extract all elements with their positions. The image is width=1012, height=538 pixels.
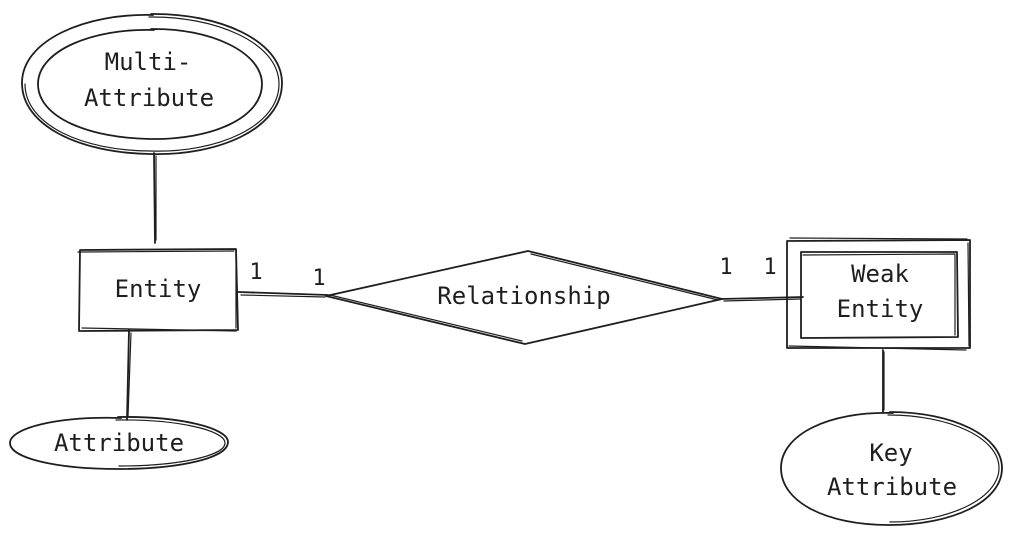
weak-entity-outer-rectangle — [786, 239, 971, 349]
key-attribute-label-line1: Key — [869, 439, 912, 467]
attribute-ellipse — [9, 416, 229, 470]
entity-rectangle — [78, 248, 239, 332]
key-attribute-ellipse — [780, 411, 1003, 526]
key-attribute-label-line2: Attribute — [827, 473, 957, 501]
relationship-node[interactable]: Relationship — [325, 250, 723, 345]
attribute-node[interactable]: Attribute — [9, 416, 229, 470]
cardinality-relationship-right: 1 — [719, 255, 732, 280]
connector-weak-entity-key-attribute — [882, 349, 885, 413]
multi-attribute-outer-ellipse — [21, 13, 283, 155]
multi-attribute-node[interactable]: Multi- Attribute — [21, 13, 283, 155]
connector-relationship-weak-entity — [719, 296, 804, 302]
connector-entity-relationship — [237, 291, 329, 298]
multi-attribute-label-line1: Multi- — [105, 48, 192, 76]
key-attribute-node[interactable]: Key Attribute — [780, 411, 1003, 526]
cardinality-relationship-left: 1 — [312, 266, 325, 291]
entity-node[interactable]: Entity — [77, 248, 239, 332]
weak-entity-inner-rectangle — [800, 251, 959, 339]
connector-entity-attribute — [126, 329, 132, 421]
attribute-label: Attribute — [54, 429, 184, 457]
connector-multi-attribute-entity — [153, 152, 157, 244]
cardinality-weak-entity-side: 1 — [763, 255, 776, 280]
multi-attribute-inner-ellipse — [37, 28, 263, 140]
relationship-diamond — [325, 250, 723, 345]
multi-attribute-label-line2: Attribute — [84, 84, 214, 112]
weak-entity-label-line2: Entity — [837, 295, 924, 323]
weak-entity-label-line1: Weak — [851, 260, 909, 288]
relationship-label: Relationship — [437, 282, 610, 310]
entity-label: Entity — [115, 275, 202, 303]
cardinality-entity-side: 1 — [249, 260, 262, 285]
weak-entity-node[interactable]: Weak Entity — [786, 237, 971, 351]
